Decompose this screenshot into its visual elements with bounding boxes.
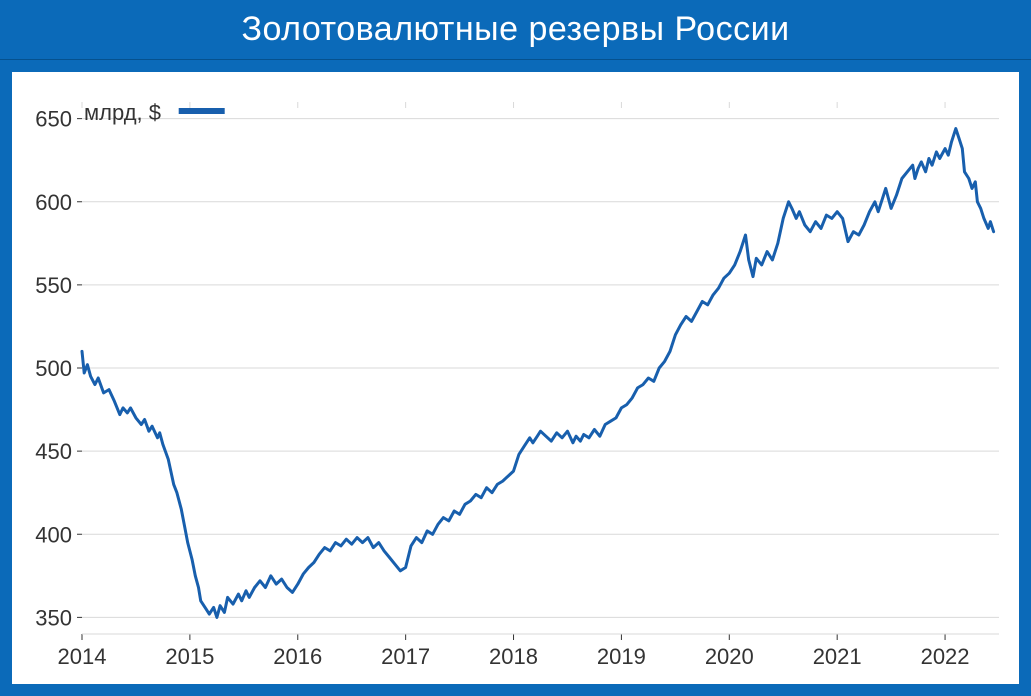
svg-text:450: 450 [35,439,72,464]
svg-text:2018: 2018 [489,644,538,669]
svg-text:2017: 2017 [381,644,430,669]
chart-title: Золотовалютные резервы России [241,10,789,49]
svg-text:550: 550 [35,273,72,298]
svg-text:2015: 2015 [165,644,214,669]
svg-text:млрд, $: млрд, $ [84,100,161,125]
svg-text:350: 350 [35,605,72,630]
svg-text:2014: 2014 [58,644,107,669]
svg-text:2022: 2022 [921,644,970,669]
chart-svg: 350 400 450 500 550 600 650 2014 2015 2016 2017 201… [12,72,1019,684]
svg-text:2019: 2019 [597,644,646,669]
svg-text:400: 400 [35,522,72,547]
chart-frame: Золотовалютные резервы России 350 400 450 5… [0,0,1031,696]
svg-text:2016: 2016 [273,644,322,669]
svg-text:500: 500 [35,356,72,381]
chart-card: 350 400 450 500 550 600 650 2014 2015 2016 2017 201… [12,72,1019,684]
chart-wrap: 350 400 450 500 550 600 650 2014 2015 2016 2017 201… [0,60,1031,696]
svg-text:2020: 2020 [705,644,754,669]
svg-text:600: 600 [35,190,72,215]
title-bar: Золотовалютные резервы России [0,0,1031,60]
svg-text:650: 650 [35,107,72,132]
svg-text:2021: 2021 [813,644,862,669]
